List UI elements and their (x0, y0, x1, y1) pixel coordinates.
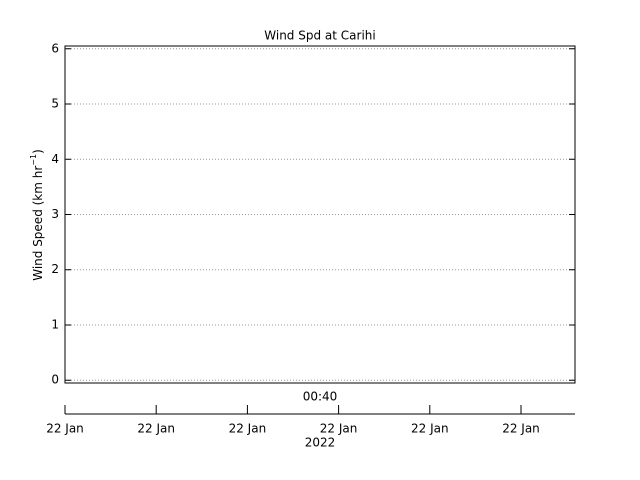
y-label-close: ) (31, 149, 45, 154)
date-tick-label: 22 Jan (46, 422, 84, 436)
year-label: 2022 (305, 436, 336, 450)
y-tick-label: 3 (51, 207, 59, 221)
y-tick-label: 4 (51, 152, 59, 166)
y-tick-label: 0 (51, 373, 59, 387)
y-label-sup: −1 (29, 154, 38, 166)
y-label-main: Wind Speed (km hr (31, 166, 45, 281)
date-tick-label: 22 Jan (137, 422, 175, 436)
date-tick-label: 22 Jan (229, 422, 267, 436)
chart-title: Wind Spd at Carihi (264, 29, 375, 43)
date-tick-label: 22 Jan (411, 422, 449, 436)
date-tick-label: 22 Jan (502, 422, 540, 436)
y-tick-label: 2 (51, 262, 59, 276)
y-axis-label: Wind Speed (km hr−1) (29, 149, 45, 281)
y-tick-label: 5 (51, 97, 59, 111)
y-tick-label: 6 (51, 41, 59, 55)
y-tick-label: 1 (51, 317, 59, 331)
x-axis-label: 00:40 (303, 390, 338, 404)
date-tick-label: 22 Jan (320, 422, 358, 436)
